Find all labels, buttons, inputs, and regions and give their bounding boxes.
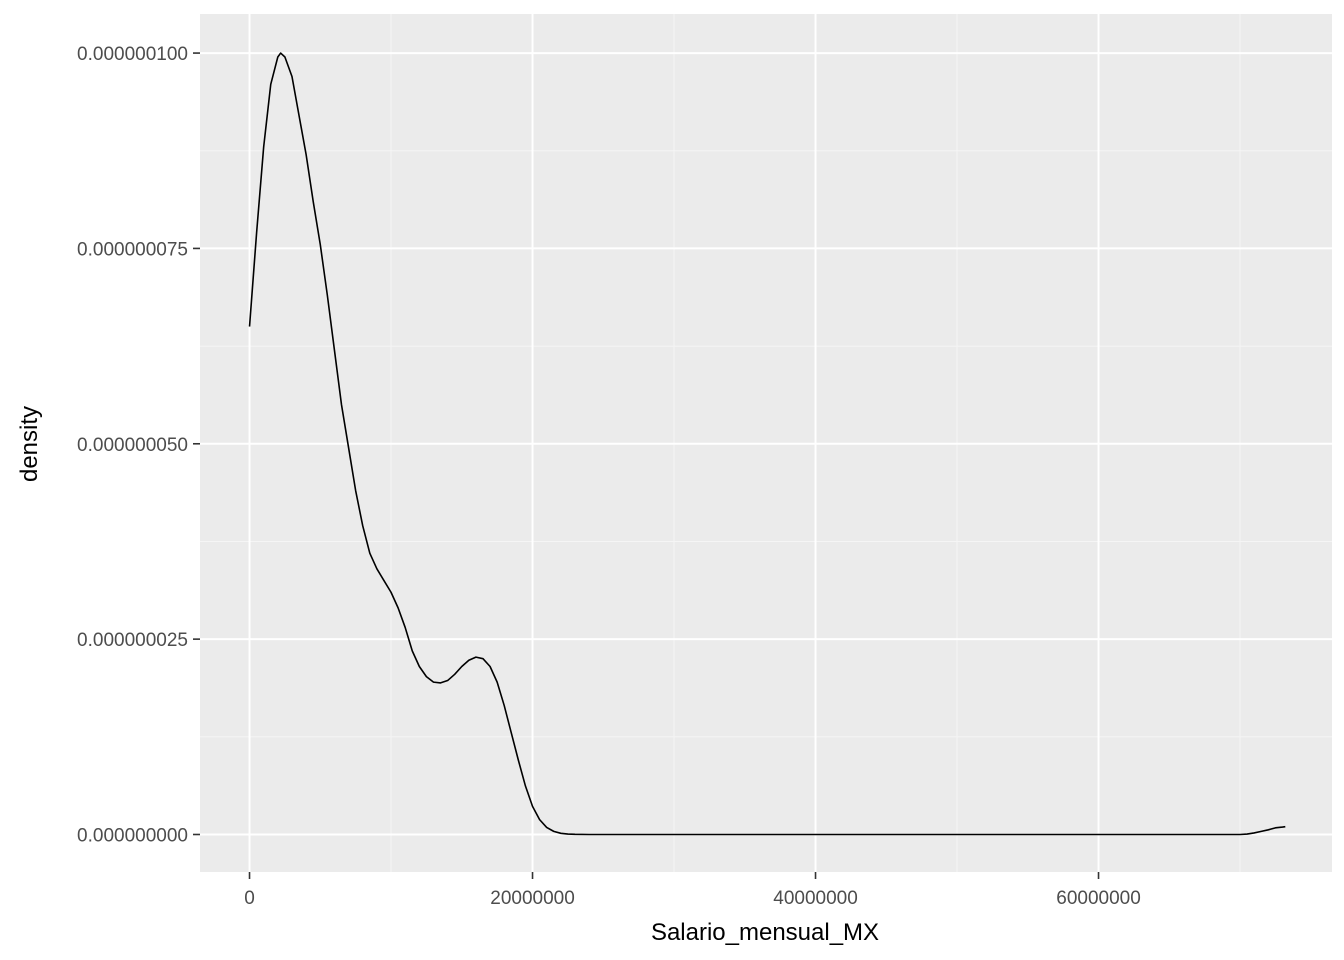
x-tick-label: 60000000 [1056,888,1141,909]
x-tick-label: 40000000 [773,888,858,909]
y-tick-label: 0.000000050 [77,435,188,456]
y-tick-label: 0.000000025 [77,630,188,651]
x-tick-label: 20000000 [490,888,575,909]
y-axis-title: density [16,406,43,482]
y-tick-label: 0.000000000 [77,825,188,846]
density-line [248,52,1286,836]
y-tick-label: 0.000000100 [77,44,188,65]
x-axis-title: Salario_mensual_MX [651,919,879,946]
y-tick-label: 0.000000075 [77,239,188,260]
x-tick-label: 0 [244,888,255,909]
